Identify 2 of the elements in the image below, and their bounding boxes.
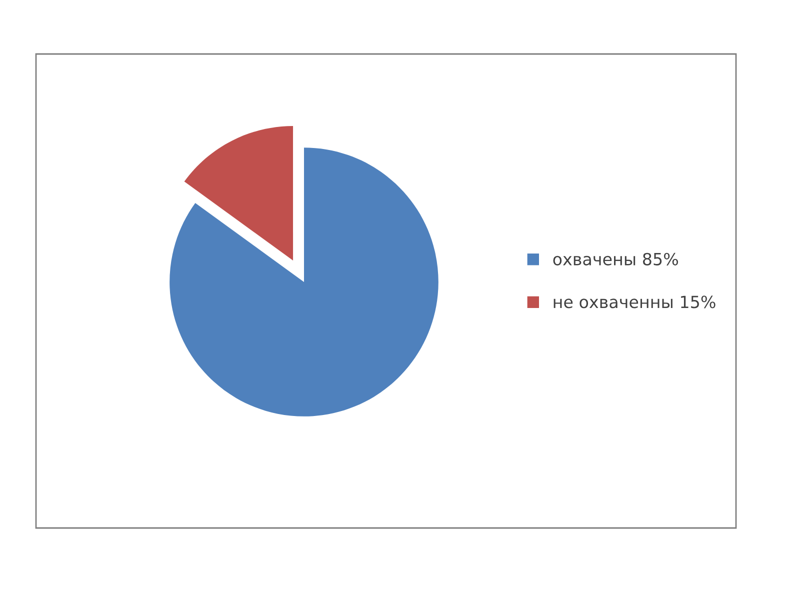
legend-label: охвачены 85% — [553, 252, 678, 266]
legend-label: не охваченны 15% — [554, 296, 716, 308]
